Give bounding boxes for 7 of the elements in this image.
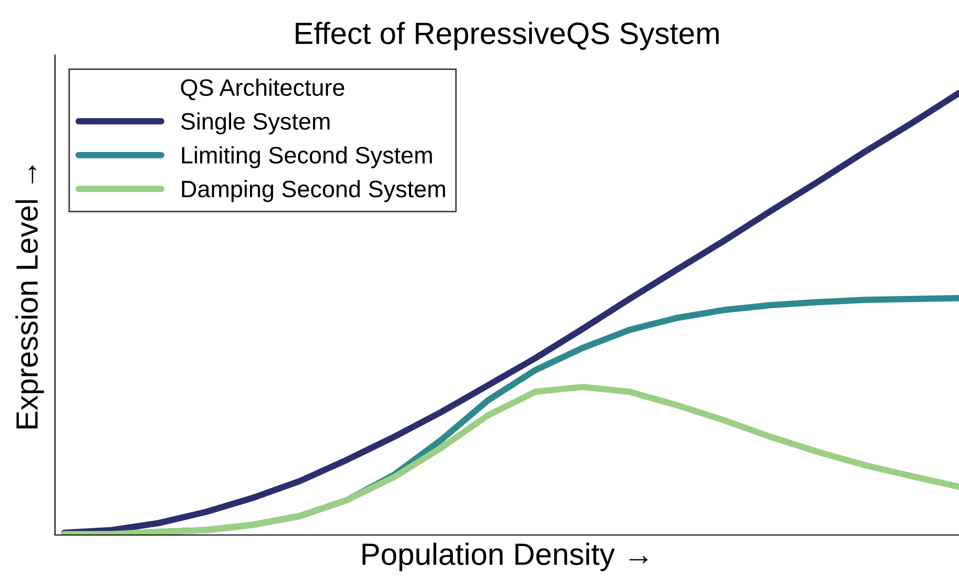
legend-label: Damping Second System [182,180,445,202]
legend-title: QS Architecture [181,78,344,100]
legend-label: Single System [181,112,330,134]
x-axis-title: Population Density → [362,542,648,572]
legend-label: Limiting Second System [182,146,432,168]
chart-title: Effect of RepressiveQS System [296,22,719,50]
y-axis-title: Expression Level → [15,165,44,428]
